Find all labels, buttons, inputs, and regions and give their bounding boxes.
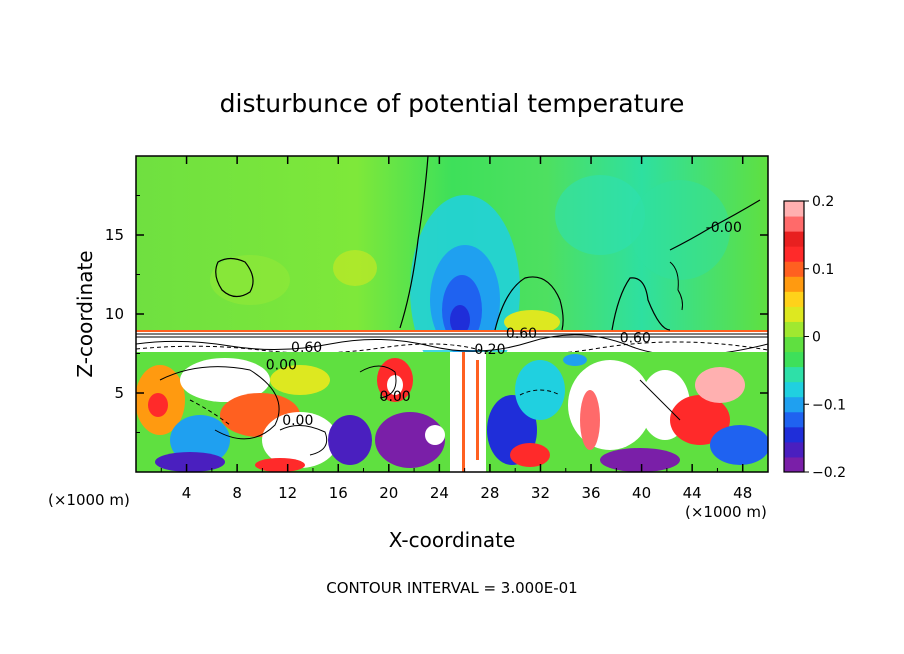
x-tick-label: 20 [379, 484, 398, 502]
x-tick-label: 16 [329, 484, 348, 502]
turbulent-cell [387, 375, 403, 395]
y-tick-label: 5 [114, 384, 124, 402]
heatmap-field [136, 156, 768, 472]
colorbar-swatch [784, 381, 804, 398]
turbulent-cell [262, 412, 338, 468]
x-tick-label: 12 [278, 484, 297, 502]
turbulent-cell [600, 448, 680, 472]
colorbar-swatch [784, 366, 804, 383]
positive-lobe [504, 310, 560, 334]
turbulent-cell [255, 458, 305, 472]
colorbar-swatch [784, 321, 804, 337]
turbulent-cell [695, 367, 745, 403]
x-axis-label: X-coordinate [389, 528, 516, 552]
turbulent-cell [563, 354, 587, 366]
contour-label: 0.60 [620, 331, 651, 347]
turbulent-cell [510, 443, 550, 467]
contour-label: 0.60 [506, 326, 537, 342]
warm-patch [333, 250, 377, 286]
colorbar-tick-label: −0.1 [812, 397, 846, 413]
contour-label: 0.00 [380, 389, 411, 405]
colorbar-swatch [784, 426, 804, 443]
colorbar-swatch [784, 246, 804, 262]
contour-label: 0.60 [291, 340, 322, 356]
colorbar-swatch [784, 411, 804, 428]
colorbar-swatch [784, 276, 804, 292]
turbulent-cell [580, 390, 600, 450]
x-unit-label-right: (×1000 m) [685, 503, 767, 521]
x-tick-label: 44 [683, 484, 702, 502]
colorbar-swatch [784, 396, 804, 413]
colorbar-swatch [784, 216, 804, 232]
turbulent-cell [328, 415, 372, 465]
turbulent-cell [425, 425, 445, 445]
y-axis: 5 10 15 [105, 195, 768, 433]
y-tick-label: 10 [105, 305, 124, 323]
colorbar-swatch [784, 336, 804, 353]
colorbar [783, 200, 805, 473]
cool-patch [630, 180, 730, 280]
colorbar-swatch [784, 261, 804, 277]
x-axis: 4 8 12 16 20 24 28 32 36 40 44 48 [160, 156, 752, 502]
plume-column [450, 352, 486, 472]
colorbar-swatch [784, 456, 804, 473]
x-tick-label: 8 [232, 484, 242, 502]
contour-label: -0.00 [706, 220, 742, 236]
chart-title: disturbunce of potential temperature [220, 89, 685, 118]
negative-core [450, 305, 470, 335]
inversion-band [136, 330, 768, 350]
x-tick-label: 32 [531, 484, 550, 502]
x-tick-label: 28 [480, 484, 499, 502]
colorbar-swatch [784, 231, 804, 247]
colorbar-swatch [784, 351, 804, 368]
colorbar-swatch [784, 291, 804, 307]
colorbar-tick-label: 0.2 [812, 194, 834, 210]
colorbar-tick-label: −0.2 [812, 465, 846, 481]
x-tick-label: 36 [581, 484, 600, 502]
turbulent-cell [710, 425, 768, 465]
turbulent-cell [148, 393, 168, 417]
contour-label: 0.00 [266, 358, 297, 374]
colorbar-tick-label: 0.1 [812, 262, 834, 278]
contour-label: 0.20 [474, 342, 505, 358]
turbulent-cell [155, 452, 225, 472]
turbulent-cell [180, 358, 270, 402]
cool-patch [555, 175, 645, 255]
x-tick-label: 48 [733, 484, 752, 502]
colorbar-swatch [784, 441, 804, 458]
turbulent-cell [375, 412, 445, 468]
footer-note: CONTOUR INTERVAL = 3.000E-01 [326, 579, 577, 597]
turbulent-cell [568, 360, 652, 450]
turbulent-cell [515, 360, 565, 420]
contour-labels: 0.60 0.60 0.60 0.00 0.00 0.00 -0.00 0.20 [266, 220, 742, 429]
turbulent-cell [670, 395, 730, 445]
x-unit-label-left: (×1000 m) [48, 491, 130, 509]
x-tick-label: 40 [632, 484, 651, 502]
colorbar-tick-label: 0 [812, 330, 821, 346]
contour-label: 0.00 [282, 413, 313, 429]
y-axis-label: Z-coordinate [73, 250, 97, 377]
warm-patch [210, 255, 290, 305]
colorbar-swatch [784, 201, 804, 217]
turbulent-cell [270, 365, 330, 395]
x-tick-label: 24 [430, 484, 449, 502]
x-tick-label: 4 [182, 484, 192, 502]
y-tick-label: 15 [105, 226, 124, 244]
colorbar-swatch [784, 306, 804, 322]
colorbar-ticks: 0.2 0.1 0 −0.1 −0.2 [804, 194, 846, 481]
